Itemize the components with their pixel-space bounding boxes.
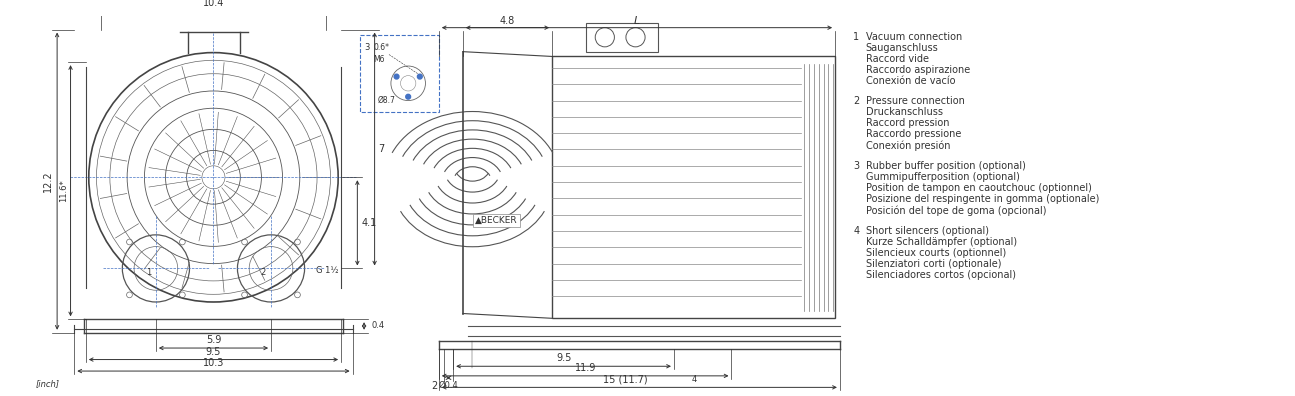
Circle shape: [394, 74, 399, 79]
Text: Raccordo aspirazione: Raccordo aspirazione: [866, 65, 970, 74]
Text: Silencieux courts (optionnel): Silencieux courts (optionnel): [866, 248, 1006, 258]
Text: 4.1: 4.1: [361, 218, 377, 228]
Text: Rubber buffer position (optional): Rubber buffer position (optional): [866, 161, 1026, 171]
Text: Kurze Schalldämpfer (optional): Kurze Schalldämpfer (optional): [866, 237, 1017, 247]
Text: Pressure connection: Pressure connection: [866, 96, 965, 106]
Text: Ø8.7: Ø8.7: [377, 95, 395, 105]
Text: Silenziatori corti (optionale): Silenziatori corti (optionale): [866, 259, 1001, 269]
Text: Silenciadores cortos (opcional): Silenciadores cortos (opcional): [866, 270, 1015, 280]
Text: 3: 3: [364, 43, 369, 52]
Text: 10.3: 10.3: [203, 358, 224, 368]
Text: 5.9: 5.9: [206, 335, 221, 345]
Text: Conexión de vacío: Conexión de vacío: [866, 76, 956, 86]
Text: 1: 1: [145, 268, 150, 277]
Text: Vacuum connection: Vacuum connection: [866, 32, 962, 42]
Text: 2: 2: [853, 96, 860, 106]
Text: Posizione del respingente in gomma (optionale): Posizione del respingente in gomma (opti…: [866, 194, 1099, 204]
Bar: [360, 35, 439, 112]
Text: 2: 2: [431, 381, 438, 390]
Text: Posición del tope de goma (opcional): Posición del tope de goma (opcional): [866, 205, 1046, 215]
Text: 2: 2: [260, 268, 265, 277]
Text: Ø0.4: Ø0.4: [439, 381, 458, 390]
Text: Position de tampon en caoutchouc (optionnel): Position de tampon en caoutchouc (option…: [866, 183, 1092, 193]
Text: Short silencers (optional): Short silencers (optional): [866, 226, 988, 236]
Text: L: L: [633, 16, 640, 26]
Text: 0.6*: 0.6*: [374, 43, 390, 52]
Text: 3: 3: [853, 161, 860, 171]
Text: Raccord vide: Raccord vide: [866, 53, 929, 64]
Text: 10.4: 10.4: [203, 0, 224, 8]
Text: 9.5: 9.5: [206, 346, 221, 357]
Text: [inch]: [inch]: [36, 379, 60, 388]
Text: Raccordo pressione: Raccordo pressione: [866, 129, 961, 139]
Text: 11.6*: 11.6*: [58, 179, 67, 202]
Circle shape: [405, 94, 411, 99]
Text: Raccord pression: Raccord pression: [866, 118, 949, 128]
Bar: [585, 23, 658, 51]
Text: 11.9: 11.9: [575, 363, 596, 373]
Text: 4.8: 4.8: [500, 16, 515, 26]
Text: G 1½: G 1½: [316, 266, 338, 275]
Text: M6: M6: [374, 55, 385, 63]
Text: 4: 4: [853, 226, 860, 236]
Text: 4: 4: [692, 375, 697, 385]
Text: 1: 1: [853, 32, 860, 42]
Text: Sauganschluss: Sauganschluss: [866, 42, 939, 53]
Text: ▲BECKER: ▲BECKER: [475, 216, 518, 225]
Text: 15 (11.7): 15 (11.7): [602, 375, 648, 385]
Text: 0.4: 0.4: [372, 322, 385, 331]
Text: 7: 7: [378, 144, 385, 154]
Bar: [552, 57, 835, 318]
Text: Druckanschluss: Druckanschluss: [866, 107, 943, 117]
Text: Conexión presión: Conexión presión: [866, 140, 951, 151]
Text: 9.5: 9.5: [556, 353, 571, 364]
Text: Gummipufferposition (optional): Gummipufferposition (optional): [866, 172, 1019, 182]
Text: 12.2: 12.2: [43, 170, 53, 192]
Circle shape: [417, 74, 422, 79]
